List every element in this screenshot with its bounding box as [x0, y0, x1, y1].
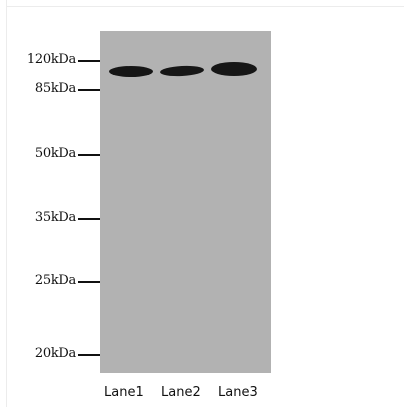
marker-label: 50kDa	[34, 146, 76, 161]
marker-label: 20kDa	[34, 346, 76, 361]
marker-85kda: 85kDa	[0, 81, 100, 97]
marker-50kda: 50kDa	[0, 146, 100, 162]
marker-120kda: 120kDa	[0, 52, 100, 68]
marker-label: 25kDa	[34, 273, 76, 288]
blot-membrane	[100, 31, 271, 373]
band-lane1	[109, 66, 153, 77]
marker-tick	[78, 89, 100, 91]
marker-label: 85kDa	[34, 81, 76, 96]
lane-label-3: Lane3	[218, 385, 258, 400]
marker-tick	[78, 154, 100, 156]
marker-tick	[78, 281, 100, 283]
marker-35kda: 35kDa	[0, 210, 100, 226]
marker-label: 35kDa	[34, 210, 76, 225]
marker-tick	[78, 218, 100, 220]
marker-tick	[78, 354, 100, 356]
marker-tick	[78, 60, 100, 62]
lane-label-2: Lane2	[161, 385, 201, 400]
left-frame-line	[6, 0, 7, 407]
marker-20kda: 20kDa	[0, 346, 100, 362]
marker-25kda: 25kDa	[0, 273, 100, 289]
band-lane3	[211, 62, 257, 76]
top-frame-line	[6, 6, 404, 7]
lane-label-1: Lane1	[104, 385, 144, 400]
marker-label: 120kDa	[26, 52, 76, 67]
